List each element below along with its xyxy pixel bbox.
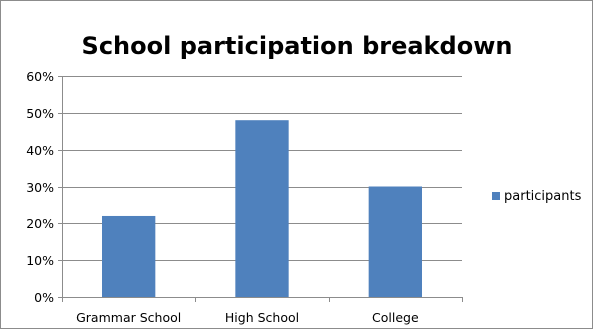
y-axis-tick-labels: 0% 10% 20% 30% 40% 50% 60%: [26, 69, 54, 305]
y-tick-label: 40%: [26, 143, 54, 158]
bars: [102, 120, 422, 297]
y-tick-label: 60%: [26, 69, 54, 84]
y-tick-label: 50%: [26, 106, 54, 121]
x-axis-tick-labels: Grammar School High School College: [76, 310, 419, 325]
chart-title: School participation breakdown: [82, 32, 513, 60]
x-tick-label: High School: [225, 310, 299, 325]
axes: [58, 76, 463, 302]
bar-high-school: [235, 120, 289, 297]
legend: participants: [492, 189, 582, 204]
legend-label: participants: [504, 189, 582, 204]
y-tick-label: 30%: [26, 180, 54, 195]
y-tick-label: 20%: [26, 216, 54, 231]
y-tick-label: 10%: [26, 253, 54, 268]
bar-college: [368, 186, 422, 297]
y-tick-label: 0%: [34, 290, 54, 305]
legend-swatch: [492, 192, 500, 200]
x-tick-label: Grammar School: [76, 310, 181, 325]
bar-grammar-school: [102, 215, 156, 297]
x-tick-label: College: [372, 310, 419, 325]
